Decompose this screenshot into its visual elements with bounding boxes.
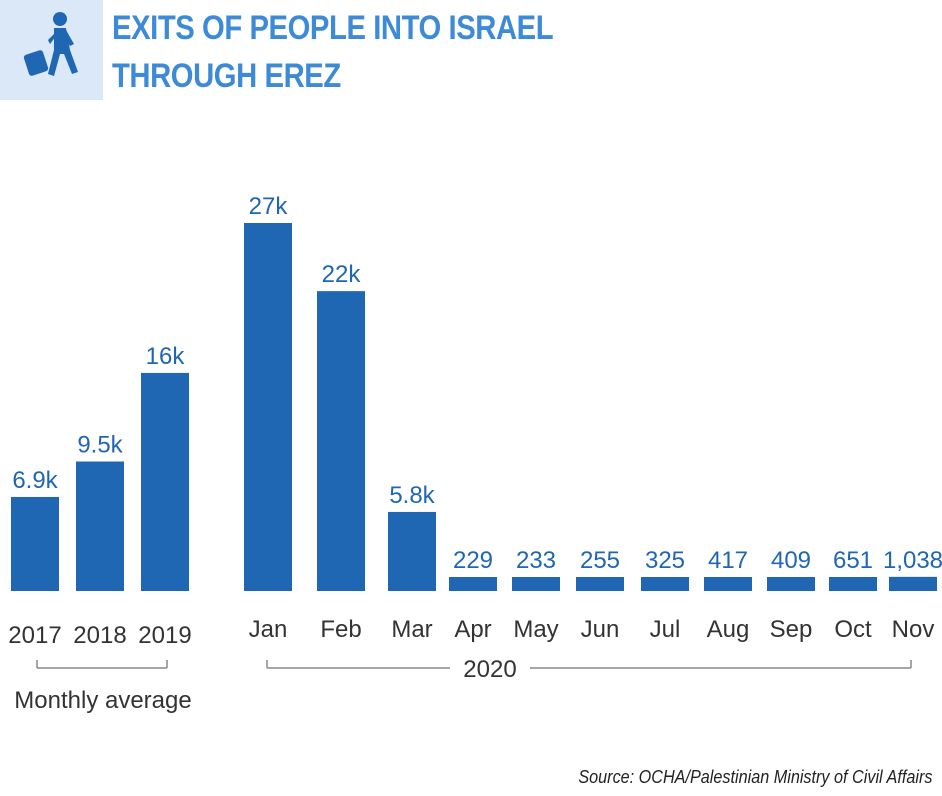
tick-label-aug: Aug [707,616,750,643]
header-icon-box [0,0,103,100]
bar-jan [244,223,292,591]
tick-label-jun: Jun [581,616,620,643]
bar-aug [704,577,752,591]
tick-label-mar: Mar [391,616,432,643]
bar-2017 [11,496,59,591]
tick-label-jul: Jul [650,616,681,643]
tick-label-jan: Jan [249,616,288,643]
value-label-sep: 409 [771,547,811,574]
source-note: Source: OCHA/Palestinian Ministry of Civ… [577,767,932,787]
value-label-oct: 651 [833,547,873,574]
group-label-monthly-average: Monthly average [14,687,191,714]
tick-label-may: May [513,616,558,643]
chart-title-line-2: THROUGH EREZ [112,57,341,95]
bar-apr [449,577,497,591]
tick-label-nov: Nov [892,616,935,643]
value-label-2019: 16k [146,343,186,370]
bar-oct [829,577,877,591]
value-label-feb: 22k [322,261,362,288]
value-label-mar: 5.8k [389,482,435,509]
value-label-may: 233 [516,547,556,574]
tick-label-apr: Apr [454,616,491,643]
tick-label-feb: Feb [320,616,361,643]
value-label-jan: 27k [249,193,289,220]
walking-person-with-bag-icon [23,12,78,76]
bar-feb [317,291,365,591]
value-label-jul: 325 [645,547,685,574]
value-label-nov: 1,038 [883,547,942,574]
bar-mar [388,511,436,591]
bar-2018 [76,461,124,591]
bar-jul [641,577,689,591]
group-label-2020: 2020 [463,656,516,683]
value-label-apr: 229 [453,547,493,574]
value-label-2017: 6.9k [12,467,58,494]
bar-may [512,577,560,591]
tick-label-2019: 2019 [138,622,191,649]
bar-nov [889,576,937,591]
bar-jun [576,577,624,591]
bar-sep [767,577,815,591]
value-label-jun: 255 [580,547,620,574]
value-label-2018: 9.5k [77,432,123,459]
tick-label-oct: Oct [834,616,872,643]
tick-label-sep: Sep [770,616,813,643]
tick-label-2018: 2018 [73,622,126,649]
chart-title-line-1: EXITS OF PEOPLE INTO ISRAEL [112,9,554,47]
bar-2019 [141,372,189,591]
tick-label-2017: 2017 [8,622,61,649]
value-label-aug: 417 [708,547,748,574]
